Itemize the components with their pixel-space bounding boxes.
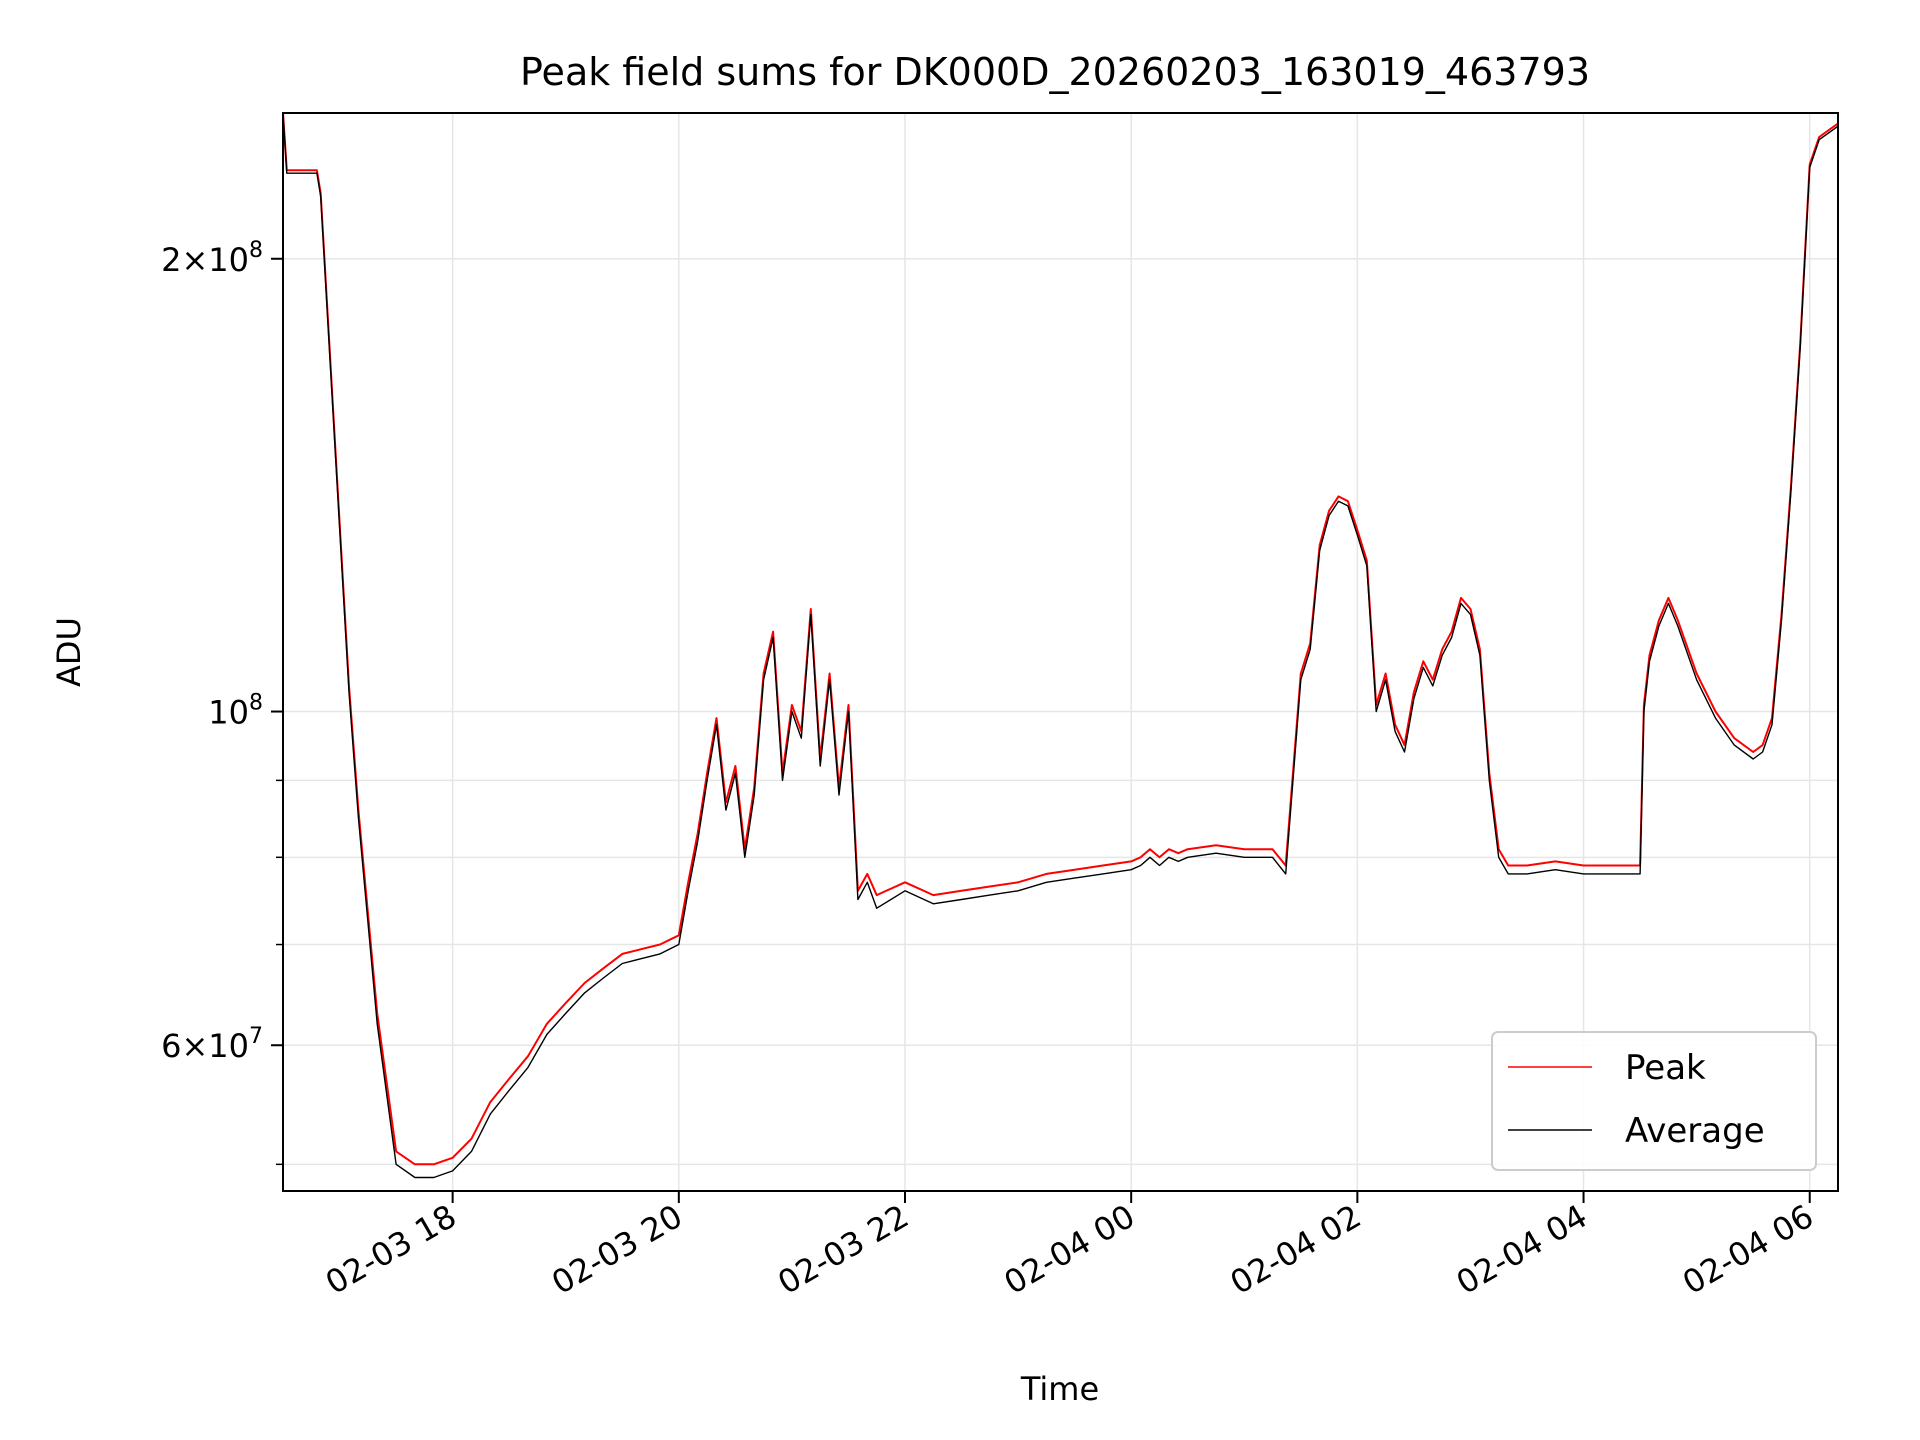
chart-title: Peak field sums for DK000D_20260203_1630…	[520, 50, 1590, 94]
series-line-peak	[282, 112, 1839, 1166]
plot-frame	[282, 112, 1839, 1192]
x-tick-label: 02-04 02	[1224, 1197, 1368, 1302]
x-tick-label: 02-03 18	[319, 1197, 463, 1302]
series-line-average	[282, 112, 1839, 1179]
x-tick-label: 02-04 00	[998, 1197, 1142, 1302]
legend: Peak Average	[1491, 1031, 1817, 1171]
legend-label-peak: Peak	[1625, 1048, 1706, 1088]
x-tick-label: 02-04 06	[1676, 1197, 1820, 1302]
y-axis-ticks: 6×107 108 2×108	[161, 238, 283, 1166]
y-tick-label: 2×108	[161, 238, 263, 279]
x-tick-label: 02-03 20	[545, 1197, 689, 1302]
legend-label-average: Average	[1625, 1111, 1765, 1151]
x-tick-label: 02-04 04	[1450, 1197, 1594, 1302]
y-axis-label: ADU	[50, 617, 88, 687]
series-lines	[282, 112, 1839, 1179]
grid-lines	[283, 113, 1838, 1191]
x-tick-label: 02-03 22	[771, 1197, 915, 1302]
x-axis-label: Time	[1020, 1370, 1099, 1408]
y-tick-label: 6×107	[161, 1024, 263, 1065]
x-axis-ticks: 02-03 18 02-03 20 02-03 22 02-04 00 02-04 02…	[319, 1191, 1820, 1302]
y-tick-label: 108	[208, 691, 263, 732]
